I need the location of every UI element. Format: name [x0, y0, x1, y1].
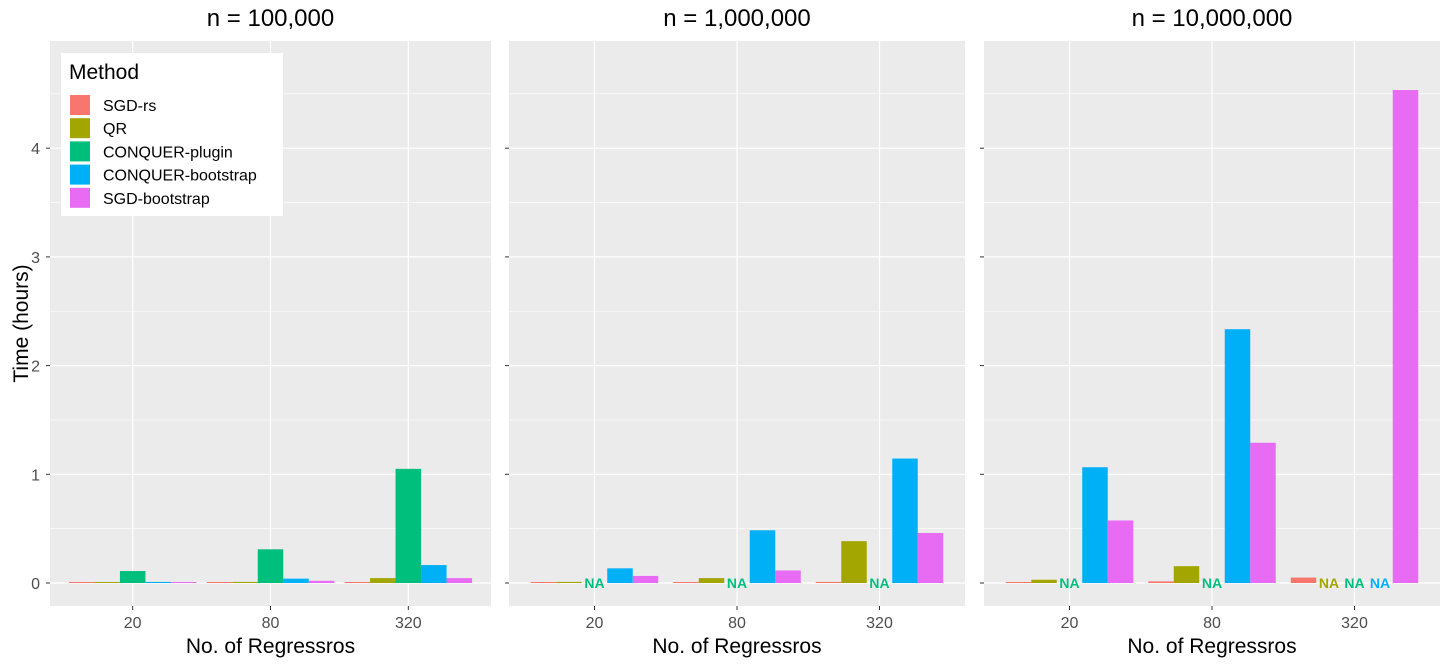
- bar-sgd-rs: [1148, 581, 1174, 583]
- bar-sgd-bootstrap: [1107, 520, 1134, 583]
- panel-title: n = 1,000,000: [663, 5, 810, 32]
- bar-qr: [232, 581, 258, 583]
- x-tick-label: 20: [586, 615, 604, 632]
- na-label: NA: [727, 575, 747, 591]
- bar-sgd-rs: [673, 582, 699, 583]
- x-tick-label: 80: [728, 615, 746, 632]
- bar-sgd-bootstrap: [1392, 90, 1419, 583]
- bar-sgd-bootstrap: [917, 532, 944, 583]
- bar-conquer-bootstrap: [749, 530, 776, 583]
- bar-conquer-plugin: [395, 468, 422, 583]
- y-tick-label: 2: [31, 359, 40, 376]
- bar-sgd-bootstrap: [632, 575, 659, 583]
- x-tick-label: 20: [124, 615, 142, 632]
- legend-key: [70, 118, 90, 139]
- bar-conquer-bootstrap: [283, 578, 309, 583]
- legend-label: SGD-bootstrap: [103, 191, 210, 208]
- bar-sgd-rs: [1005, 582, 1032, 583]
- bar-sgd-bootstrap: [308, 580, 335, 583]
- bar-sgd-rs: [344, 582, 371, 583]
- y-tick-label: 3: [31, 250, 40, 267]
- bar-sgd-bootstrap: [1250, 442, 1276, 583]
- x-tick-label: 320: [395, 615, 422, 632]
- bar-qr: [1173, 566, 1200, 583]
- y-tick-label: 0: [31, 576, 40, 593]
- legend-key: [70, 141, 90, 162]
- bar-qr: [370, 578, 396, 583]
- na-label: NA: [1344, 575, 1364, 591]
- legend-label: SGD-rs: [103, 98, 156, 115]
- na-label: NA: [1370, 575, 1390, 591]
- na-label: NA: [1059, 575, 1079, 591]
- x-tick-label: 320: [866, 615, 893, 632]
- x-axis-title: No. of Regressros: [186, 635, 355, 658]
- bar-conquer-bootstrap: [607, 568, 633, 583]
- bar-conquer-bootstrap: [892, 458, 918, 583]
- bar-sgd-rs: [1290, 577, 1317, 583]
- bar-qr: [698, 578, 725, 583]
- legend-key: [70, 164, 90, 185]
- legend-title: Method: [69, 61, 139, 84]
- x-axis-title: No. of Regressros: [652, 635, 821, 658]
- bar-qr: [1031, 579, 1057, 583]
- na-label: NA: [584, 575, 604, 591]
- x-tick-label: 80: [262, 615, 280, 632]
- na-label: NA: [1319, 575, 1339, 591]
- bar-sgd-rs: [530, 582, 557, 583]
- bar-conquer-plugin: [257, 549, 284, 583]
- x-axis-title: No. of Regressros: [1127, 635, 1296, 658]
- x-tick-label: 20: [1061, 615, 1079, 632]
- bar-conquer-bootstrap: [1082, 467, 1108, 583]
- bar-sgd-rs: [206, 582, 233, 583]
- bar-sgd-bootstrap: [775, 570, 801, 583]
- na-label: NA: [1202, 575, 1222, 591]
- bar-conquer-bootstrap: [145, 581, 171, 583]
- legend-label: QR: [103, 121, 127, 138]
- legend-key: [70, 95, 90, 115]
- panel-title: n = 100,000: [207, 5, 334, 32]
- bar-qr: [841, 541, 867, 583]
- legend-label: CONQUER-bootstrap: [103, 168, 257, 185]
- na-label: NA: [869, 575, 889, 591]
- bar-sgd-rs: [815, 581, 842, 583]
- panel-title: n = 10,000,000: [1132, 5, 1293, 32]
- y-tick-label: 4: [31, 141, 40, 158]
- x-tick-label: 320: [1341, 615, 1368, 632]
- bar-sgd-bootstrap: [446, 578, 473, 583]
- bar-sgd-bootstrap: [170, 582, 197, 583]
- y-axis-title: Time (hours): [10, 264, 33, 382]
- bar-qr: [556, 581, 582, 583]
- bar-sgd-rs: [68, 582, 95, 583]
- y-tick-label: 1: [31, 467, 40, 484]
- legend-label: CONQUER-plugin: [103, 144, 233, 161]
- x-tick-label: 80: [1203, 615, 1221, 632]
- legend-box: [61, 53, 283, 216]
- bar-conquer-bootstrap: [421, 565, 447, 583]
- legend-key: [70, 187, 90, 208]
- bar-conquer-plugin: [119, 571, 146, 583]
- bar-qr: [94, 582, 120, 583]
- bar-conquer-bootstrap: [1224, 329, 1251, 583]
